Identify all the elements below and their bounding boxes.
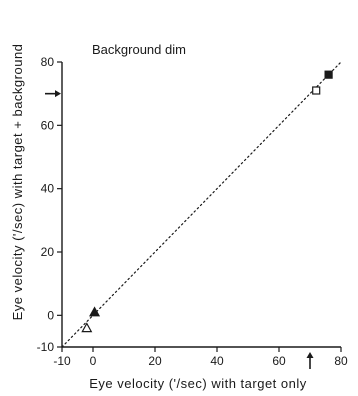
y-tick-label: 60 — [41, 118, 55, 132]
x-tick-label: 0 — [90, 354, 97, 368]
y-axis-label: Eye velocity ('/sec) with target + backg… — [10, 44, 25, 321]
open-triangle-marker — [81, 322, 93, 333]
data-points — [81, 70, 333, 333]
x-ticks: -10 0 20 40 60 80 — [53, 347, 348, 368]
identity-line — [61, 61, 342, 348]
y-tick-label: 80 — [41, 55, 55, 69]
x-tick-label: 40 — [210, 354, 224, 368]
x-arrow-head — [306, 352, 314, 358]
x-tick-label: -10 — [53, 354, 71, 368]
y-ticks: -10 0 20 40 60 80 — [37, 55, 62, 354]
y-tick-label: 0 — [47, 308, 54, 322]
chart-annotation: Background dim — [92, 42, 186, 57]
y-arrow-head — [55, 90, 61, 98]
x-tick-label: 20 — [148, 354, 162, 368]
axes — [61, 62, 341, 348]
open-square-marker — [312, 86, 321, 95]
y-tick-label: -10 — [37, 340, 55, 354]
filled-triangle-marker — [89, 306, 101, 317]
filled-square-marker — [324, 70, 333, 79]
x-tick-label: 60 — [272, 354, 286, 368]
y-tick-label: 20 — [41, 245, 55, 259]
y-tick-label: 40 — [41, 182, 55, 196]
arrow-markers — [45, 90, 314, 369]
x-axis-label: Eye velocity ('/sec) with target only — [89, 376, 307, 391]
x-tick-label: 80 — [334, 354, 348, 368]
identity-reference-line — [61, 61, 342, 348]
